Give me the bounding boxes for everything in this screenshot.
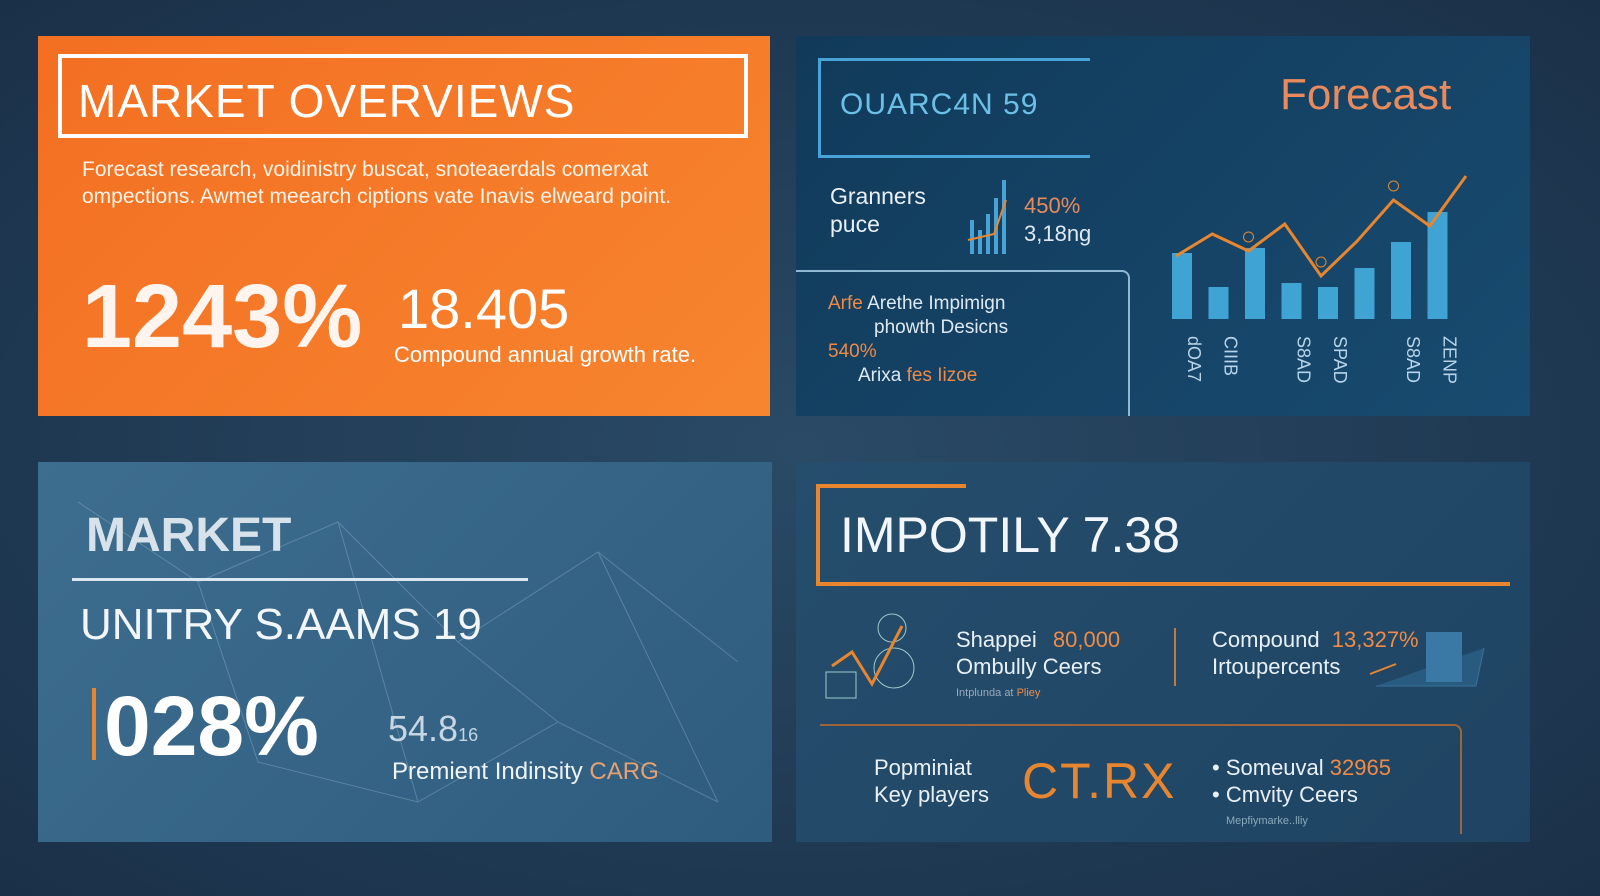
- title-frame: [58, 54, 748, 138]
- stat2-label: Compound: [1212, 627, 1320, 652]
- inset-line-3: Arixa: [858, 365, 902, 386]
- stat3: • Someuval 32965 • Cmvity Ceers Mepfiyma…: [1212, 754, 1391, 835]
- stat3-value: 32965: [1329, 755, 1391, 780]
- panel-title: MARKET OVERVIEWS: [78, 75, 576, 127]
- frame-top: [816, 484, 966, 488]
- metric-label-2: puce: [830, 211, 880, 237]
- metric-value-2: 3,18ng: [1024, 221, 1092, 246]
- small-value-unit: 16: [458, 725, 479, 745]
- small-value: 54.816: [388, 708, 478, 750]
- analytics-illustration-icon: [825, 613, 915, 699]
- stat1-value: 80,000: [1052, 627, 1121, 652]
- metric-values: 450% 3,18ng: [1024, 192, 1091, 248]
- stat3-label: Someuval: [1225, 755, 1324, 780]
- value-label: Compound annual growth rate.: [394, 342, 697, 367]
- tick-label: ZENP: [1440, 336, 1460, 384]
- inset-line-2: phowth Desicns: [874, 317, 1009, 338]
- bar: [1391, 242, 1411, 319]
- stat1-note-accent: Pliey: [1016, 687, 1041, 699]
- inset-line-3-accent: fes Iizoe: [906, 365, 978, 386]
- bar: [1245, 248, 1265, 319]
- inset-value: 540%: [828, 341, 877, 362]
- forecast-panel: OUARC4N 59 Forecast Granners puce 450% 3,1…: [796, 36, 1530, 416]
- line-marker: [1388, 180, 1399, 192]
- metric-label-1: Granners: [830, 183, 926, 209]
- big-value: 028%: [104, 679, 319, 773]
- players-label-1: Popminiat: [874, 755, 972, 780]
- metric-label: Granners puce: [830, 182, 926, 238]
- line-marker: [1243, 231, 1254, 243]
- tick-label: SPAD: [1330, 336, 1350, 384]
- metric-value-1: 450%: [1024, 193, 1081, 218]
- box-title: OUARC4N 59: [840, 88, 1039, 121]
- stat1-note: Intplunda at: [956, 687, 1014, 699]
- players-logo: CT.RX: [1022, 753, 1177, 809]
- document-chart-icon: [1369, 632, 1485, 687]
- label-accent: CARG: [589, 758, 659, 785]
- stat1: Shappei 80,000 Ombully Ceers Intplunda a…: [956, 626, 1120, 707]
- label: Premient Indinsity CARG: [392, 758, 659, 786]
- divider: [1174, 628, 1176, 686]
- box-frame: [818, 58, 1090, 158]
- tick-label: S8AD: [1403, 336, 1423, 383]
- players-frame: [820, 724, 1462, 834]
- forecast-title: Forecast: [1280, 70, 1452, 119]
- line-marker: [1315, 256, 1327, 268]
- panel-title: MARKET: [86, 509, 292, 562]
- market-panel: MARKET UNITRY S.AAMS 19 028% 54.816 Prem…: [38, 462, 772, 842]
- description: Forecast research, voidinistry buscat, s…: [82, 158, 672, 208]
- value: 18.405: [398, 277, 570, 340]
- market-overview-panel: MARKET OVERVIEWS Forecast research, void…: [38, 36, 770, 416]
- small-value-num: 54.8: [388, 708, 459, 749]
- bar: [1318, 287, 1338, 319]
- bar: [1208, 287, 1229, 319]
- bar: [1172, 253, 1192, 319]
- stat3-note: Mepfiymarke..lliy: [1226, 815, 1308, 827]
- accent-bar: [92, 688, 96, 760]
- bar: [1354, 268, 1375, 319]
- inset-accent: Arfe: [828, 293, 863, 314]
- panel-title: IMPOTILY 7.38: [840, 507, 1180, 563]
- tick-label: CIIIB: [1221, 336, 1241, 376]
- players-label: Popminiat Key players: [874, 754, 989, 808]
- inset-text: Arfe Arethe Impimign phowth Desicns 540%…: [828, 292, 1008, 388]
- forecast-line: [1175, 175, 1468, 279]
- big-value: 1243%: [82, 267, 363, 367]
- mini-chart-icon: [967, 180, 1007, 254]
- stat1-label: Shappei: [956, 627, 1037, 652]
- impotily-panel: IMPOTILY 7.38 Shappei 80,000 Ombully Cee…: [796, 462, 1530, 842]
- stat1-sub: Ombully Ceers: [956, 654, 1102, 679]
- stat2: Compound 13,327% Irtoupercents: [1212, 626, 1419, 680]
- bar: [1281, 283, 1302, 319]
- tick-label: S8AD: [1294, 336, 1314, 383]
- forecast-chart: dOA7 CIIIB S8AD SPAD S8AD ZENP: [1172, 175, 1468, 384]
- tick-label: dOA7: [1184, 336, 1204, 382]
- players-label-2: Key players: [874, 782, 989, 807]
- bar: [1427, 212, 1448, 319]
- stat2-value: 13,327%: [1331, 627, 1419, 652]
- subtitle: UNITRY S.AAMS 19: [80, 600, 482, 649]
- label-text: Premient Indinsity: [392, 758, 583, 785]
- inset-line-1: Arethe Impimign: [867, 293, 1006, 314]
- stat2-sub: Irtoupercents: [1212, 654, 1341, 679]
- inset-box: [796, 270, 1130, 416]
- network-pattern: [77, 501, 739, 803]
- title-frame: [816, 484, 1510, 586]
- stat3-sub: Cmvity Ceers: [1225, 782, 1358, 807]
- divider: [72, 578, 528, 581]
